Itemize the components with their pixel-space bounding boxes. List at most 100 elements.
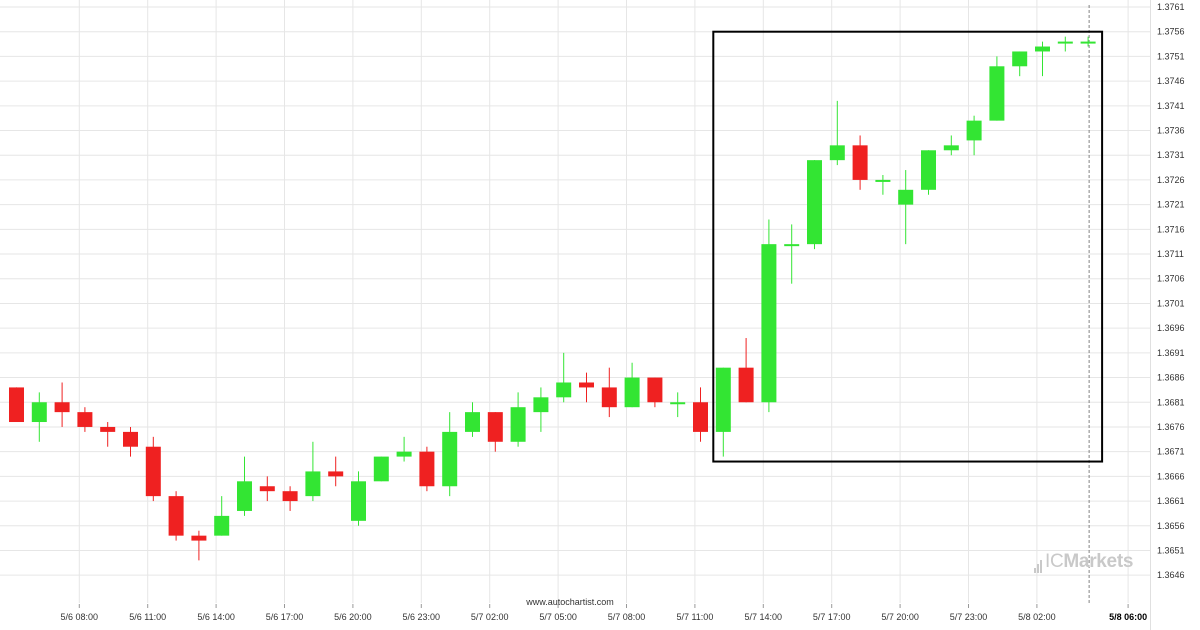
candle xyxy=(784,224,800,284)
candle-body xyxy=(601,387,617,408)
x-axis-labels: 5/6 08:00 5/6 11:00 5/6 14:00 5/6 17:00 5/6 … xyxy=(61,604,1147,622)
candle xyxy=(305,441,321,502)
candle xyxy=(214,496,230,536)
candle-body xyxy=(807,160,822,245)
candle xyxy=(852,135,868,190)
candle-body xyxy=(1057,41,1073,44)
candle xyxy=(556,352,572,403)
candle-body xyxy=(214,515,230,536)
candle-body xyxy=(670,402,686,405)
candle-body xyxy=(624,377,640,408)
candle-body xyxy=(921,150,936,190)
y-tick-label: 1.3701 xyxy=(1157,298,1185,308)
candle-body xyxy=(237,481,252,511)
candle xyxy=(898,170,914,245)
candle xyxy=(829,100,845,166)
x-tick-label: 5/6 20:00 xyxy=(334,612,372,622)
candle xyxy=(351,471,366,526)
y-tick-label: 1.3721 xyxy=(1157,200,1185,210)
y-tick-label: 1.3746 xyxy=(1157,76,1185,86)
y-tick-label: 1.3706 xyxy=(1157,274,1185,284)
candle-body xyxy=(396,451,412,457)
candle-body xyxy=(556,382,572,398)
candle-body xyxy=(989,66,1005,121)
candle-body xyxy=(305,471,321,497)
candle-body xyxy=(259,486,275,492)
x-tick-label: 5/7 11:00 xyxy=(676,612,713,622)
candle-body xyxy=(510,407,526,442)
y-tick-label: 1.3696 xyxy=(1157,323,1185,333)
candle xyxy=(77,407,93,432)
x-tick-label: 5/8 06:00 xyxy=(1109,612,1147,622)
candle-body xyxy=(328,471,344,477)
y-tick-label: 1.3761 xyxy=(1157,2,1185,12)
x-tick-label: 5/8 02:00 xyxy=(1018,612,1056,622)
candle-body xyxy=(9,387,24,423)
candle-body xyxy=(465,412,480,432)
candle-body xyxy=(852,145,868,180)
candles xyxy=(9,36,1096,561)
candle-body xyxy=(373,456,389,482)
candle xyxy=(145,436,161,502)
y-tick-label: 1.3751 xyxy=(1157,51,1185,61)
candle xyxy=(123,426,138,457)
grid xyxy=(0,0,1150,603)
y-tick-label: 1.3741 xyxy=(1157,101,1185,111)
y-tick-label: 1.3711 xyxy=(1157,249,1184,259)
x-tick-label: 5/6 23:00 xyxy=(403,612,441,622)
candle-body xyxy=(533,397,549,413)
y-tick-label: 1.3726 xyxy=(1157,175,1185,185)
candle-body xyxy=(1012,51,1028,67)
candle xyxy=(396,436,412,462)
y-tick-label: 1.3666 xyxy=(1157,471,1185,481)
candle xyxy=(9,387,24,423)
candle xyxy=(100,422,116,447)
candle-body xyxy=(31,402,47,423)
candle-body xyxy=(715,367,731,432)
candle xyxy=(1080,36,1096,47)
candle-body xyxy=(1080,41,1096,44)
candle xyxy=(168,491,184,541)
pattern-highlight-box xyxy=(712,30,1104,463)
candle-body xyxy=(145,446,161,497)
y-tick-label: 1.3661 xyxy=(1157,496,1185,506)
x-tick-label: 5/7 14:00 xyxy=(745,612,783,622)
candle xyxy=(601,367,617,418)
candle xyxy=(715,367,731,457)
candle xyxy=(237,456,252,516)
candle xyxy=(328,456,344,487)
candle-body xyxy=(875,179,891,182)
candle xyxy=(966,115,982,156)
candle xyxy=(807,160,822,250)
x-tick-label: 5/7 17:00 xyxy=(813,612,851,622)
candle-body xyxy=(442,431,458,487)
candle xyxy=(487,412,503,452)
candle xyxy=(989,56,1005,121)
bar-signal-icon xyxy=(1034,557,1042,573)
x-tick-label: 5/7 02:00 xyxy=(471,612,509,622)
candle xyxy=(921,150,936,195)
candle xyxy=(579,372,594,403)
candle-body xyxy=(191,535,207,541)
candle-body xyxy=(168,496,184,536)
x-tick-label: 5/6 11:00 xyxy=(129,612,166,622)
candle-body xyxy=(738,367,754,403)
candle xyxy=(282,486,298,511)
candle-body xyxy=(100,426,116,432)
candle xyxy=(761,219,777,413)
candle-body xyxy=(693,402,708,432)
candle xyxy=(647,377,663,408)
candle xyxy=(670,392,686,418)
candle-body xyxy=(784,244,800,247)
x-tick-label: 5/7 23:00 xyxy=(950,612,988,622)
candle-body xyxy=(943,145,959,151)
candle xyxy=(738,338,754,403)
candle-body xyxy=(579,382,594,388)
candle xyxy=(1035,41,1050,77)
candle xyxy=(533,387,549,432)
candle xyxy=(31,392,47,442)
candle xyxy=(1012,51,1028,77)
candle-body xyxy=(419,451,435,487)
candle xyxy=(419,446,435,492)
candle xyxy=(1057,36,1073,52)
